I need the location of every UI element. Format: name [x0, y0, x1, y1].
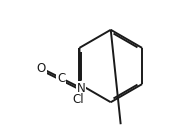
Text: C: C — [57, 72, 65, 85]
Text: Cl: Cl — [72, 93, 84, 106]
Text: O: O — [37, 62, 46, 75]
Text: N: N — [77, 81, 85, 95]
